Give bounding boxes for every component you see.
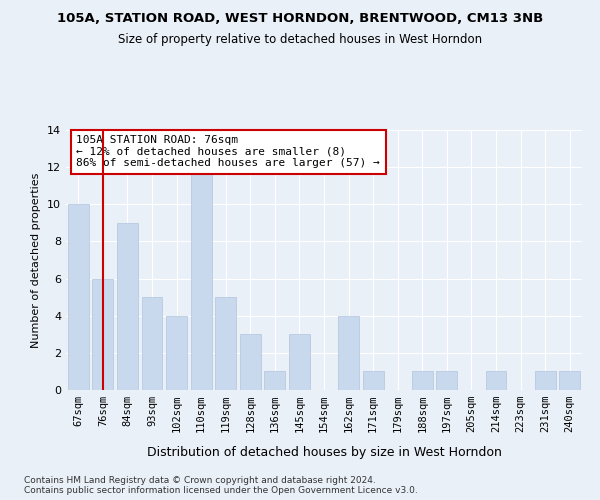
Bar	[117, 223, 138, 390]
Text: 105A STATION ROAD: 76sqm
← 12% of detached houses are smaller (8)
86% of semi-de: 105A STATION ROAD: 76sqm ← 12% of detach…	[76, 135, 380, 168]
Bar	[191, 167, 212, 390]
Bar	[338, 316, 359, 390]
Bar	[240, 334, 261, 390]
Bar	[535, 372, 556, 390]
X-axis label: Distribution of detached houses by size in West Horndon: Distribution of detached houses by size …	[146, 446, 502, 459]
Bar	[559, 372, 580, 390]
Bar	[166, 316, 187, 390]
Text: Size of property relative to detached houses in West Horndon: Size of property relative to detached ho…	[118, 32, 482, 46]
Text: Contains HM Land Registry data © Crown copyright and database right 2024.
Contai: Contains HM Land Registry data © Crown c…	[24, 476, 418, 495]
Bar	[265, 372, 286, 390]
Bar	[92, 278, 113, 390]
Bar	[142, 297, 163, 390]
Text: 105A, STATION ROAD, WEST HORNDON, BRENTWOOD, CM13 3NB: 105A, STATION ROAD, WEST HORNDON, BRENTW…	[57, 12, 543, 26]
Bar	[412, 372, 433, 390]
Bar	[215, 297, 236, 390]
Bar	[68, 204, 89, 390]
Bar	[485, 372, 506, 390]
Y-axis label: Number of detached properties: Number of detached properties	[31, 172, 41, 348]
Bar	[436, 372, 457, 390]
Bar	[362, 372, 383, 390]
Bar	[289, 334, 310, 390]
